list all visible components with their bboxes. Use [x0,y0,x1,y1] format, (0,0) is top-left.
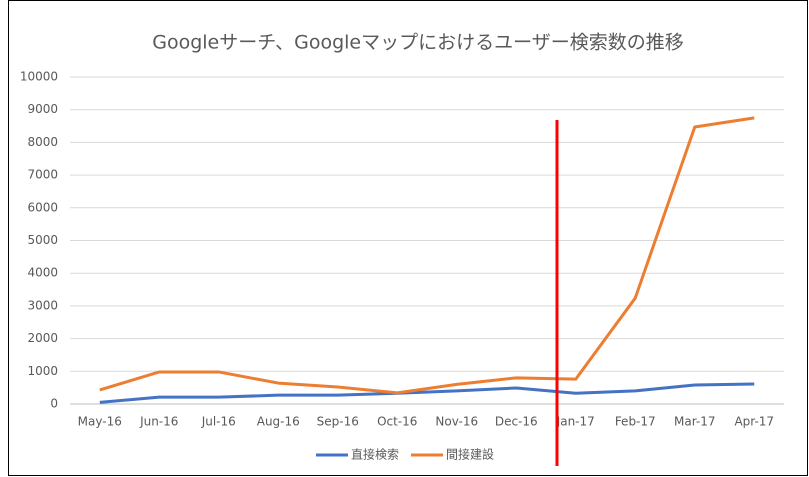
legend-label: 間接建設 [446,447,494,462]
series-line [99,116,755,395]
y-tick-label: 2000 [27,331,58,345]
x-tick-label: Mar-17 [674,415,715,429]
y-tick-label: 5000 [27,233,58,247]
y-tick-label: 0 [50,397,58,411]
x-tick-label: Apr-17 [734,415,774,429]
x-tick-label: Jun-16 [139,415,178,429]
chart-frame [8,0,808,476]
chart-title: Googleサーチ、Googleマップにおけるユーザー検索数の推移 [152,32,683,54]
y-tick-label: 9000 [27,102,58,116]
x-tick-label: Dec-16 [495,415,538,429]
x-tick-label: Sep-16 [317,415,359,429]
legend: 直接検索 間接建設 [316,447,494,462]
legend-label: 直接検索 [351,447,399,462]
x-tick-label: Feb-17 [615,415,656,429]
x-tick-label: Jul-16 [201,415,236,429]
y-tick-label: 10000 [20,70,58,84]
x-tick-label: Oct-16 [377,415,417,429]
y-tick-label: 6000 [27,200,58,214]
y-tick-label: 3000 [27,298,58,312]
x-tick-label: May-16 [78,415,122,429]
y-tick-label: 8000 [27,135,58,149]
y-tick-label: 7000 [27,168,58,182]
series-line [99,382,755,404]
x-tick-label: Jan-17 [556,415,595,429]
x-tick-label: Aug-16 [257,415,300,429]
y-tick-label: 4000 [27,266,58,280]
y-tick-label: 1000 [27,364,58,378]
plot-area: 0 1000 2000 3000 4000 5000 6000 7000 8000 9000 100… [20,70,784,429]
x-tick-label: Nov-16 [435,415,478,429]
